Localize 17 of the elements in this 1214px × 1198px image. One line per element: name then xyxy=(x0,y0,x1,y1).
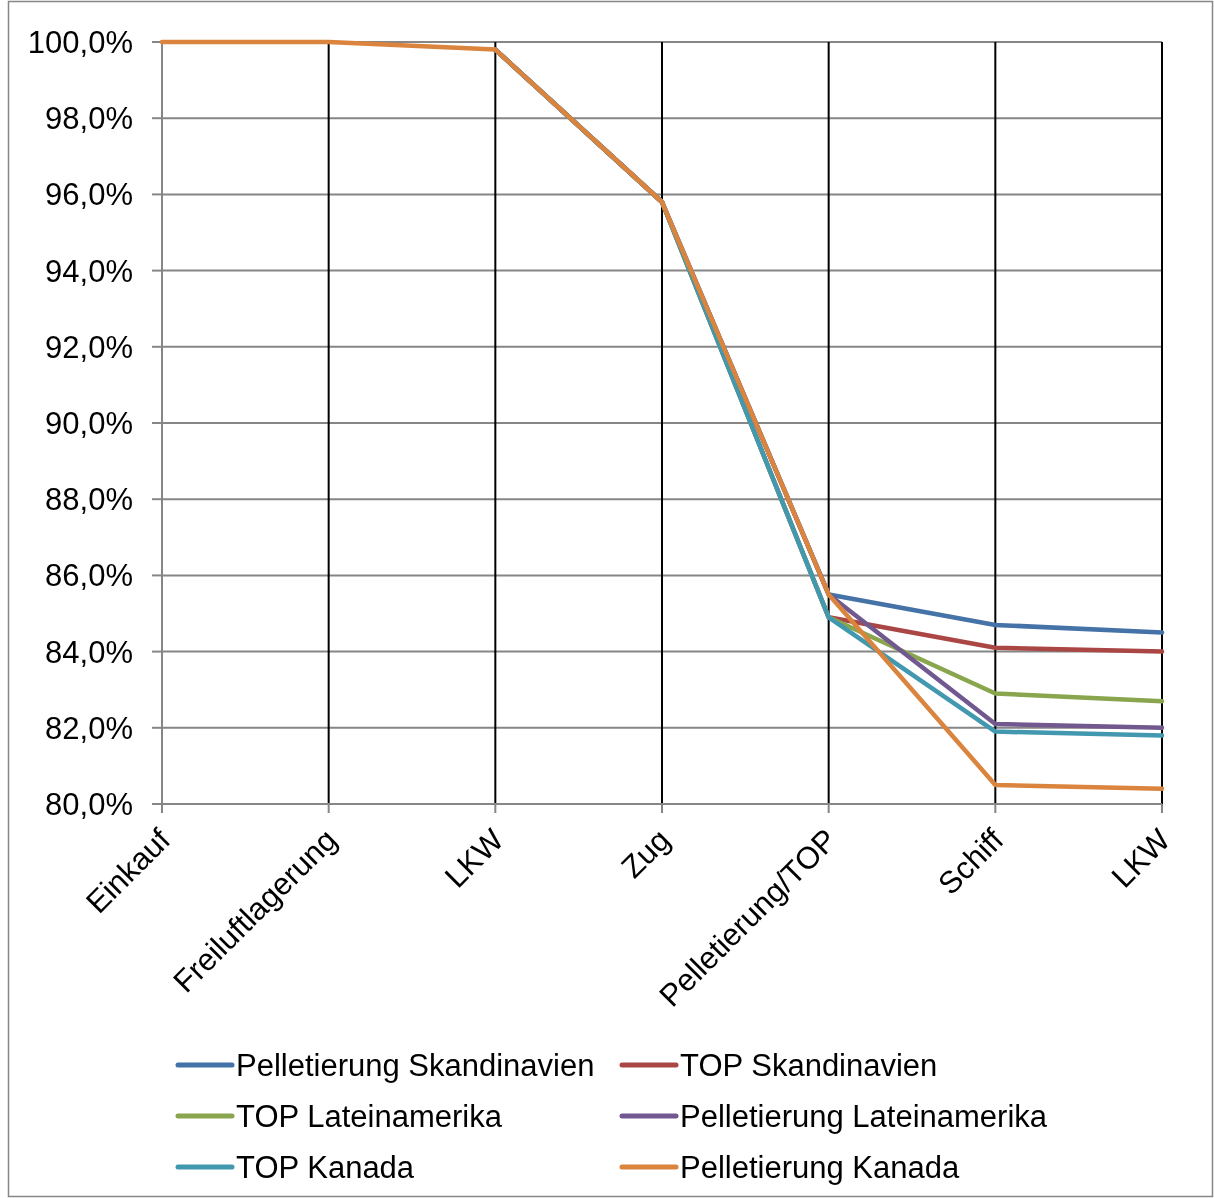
y-tick-label: 100,0% xyxy=(27,24,133,60)
y-tick-label: 80,0% xyxy=(45,786,133,822)
y-tick-label: 86,0% xyxy=(45,557,133,593)
legend-label: TOP Kanada xyxy=(236,1149,415,1185)
legend-label: TOP Skandinavien xyxy=(680,1047,938,1083)
legend-label: Pelletierung Skandinavien xyxy=(236,1047,595,1083)
y-tick-label: 84,0% xyxy=(45,634,133,670)
legend-label: TOP Lateinamerika xyxy=(236,1098,503,1134)
y-tick-label: 88,0% xyxy=(45,481,133,517)
y-tick-label: 92,0% xyxy=(45,329,133,365)
y-tick-label: 90,0% xyxy=(45,405,133,441)
y-tick-label: 96,0% xyxy=(45,176,133,212)
y-tick-label: 98,0% xyxy=(45,100,133,136)
y-tick-label: 82,0% xyxy=(45,710,133,746)
legend-label: Pelletierung Kanada xyxy=(680,1149,960,1185)
legend-label: Pelletierung Lateinamerika xyxy=(680,1098,1048,1134)
y-tick-label: 94,0% xyxy=(45,253,133,289)
